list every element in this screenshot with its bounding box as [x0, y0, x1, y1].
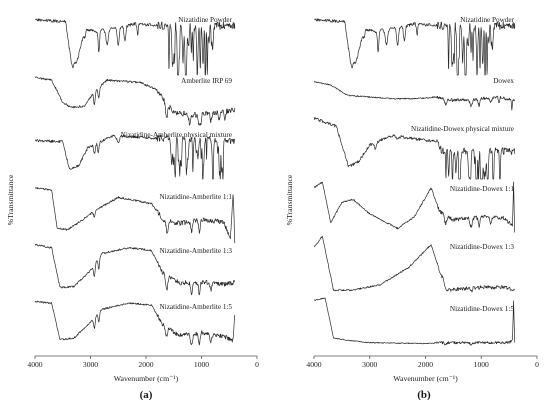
trace-label: Nizatidine-Amberlite 1:1 [160, 193, 233, 201]
spectrum-trace-2 [313, 81, 516, 111]
trace-label: Nizatidine-Dowex 1:5 [450, 305, 514, 313]
trace-label: Nizatidine-Amberlite 1:5 [160, 303, 233, 311]
trace-label: Nizatidine-Dowex 1:3 [450, 243, 514, 251]
panel-b: Nizatidine Powder Dowex Nizatidine-Dowex p… [285, 16, 539, 401]
trace-label: Nizatidine-Amberlite 1:3 [160, 247, 233, 255]
spectrum-trace-2 [34, 76, 236, 126]
spectrum-trace-1 [34, 18, 236, 76]
x-axis-label: Wavenumber (cm⁻¹) [393, 374, 458, 383]
trace-label: Nizatidine Powder [460, 16, 514, 24]
x-tick-label: 1000 [474, 360, 489, 369]
spectrum-trace-4 [34, 187, 236, 244]
panel-a: Nizatidine Powder Amberlite IRP 69 Nizatid… [6, 16, 259, 401]
y-axis-label: %Transmittance [6, 174, 15, 225]
x-axis-label: Wavenumber (cm⁻¹) [114, 374, 179, 383]
y-axis-label: %Transmittance [285, 174, 294, 225]
trace-label: Amberlite IRP 69 [181, 77, 232, 85]
x-tick-label: 2000 [418, 360, 433, 369]
x-tick-label: 3000 [362, 360, 377, 369]
spectrum-trace-1 [313, 18, 516, 76]
trace-label: Nizatidine-Dowex physical mixture [411, 125, 514, 133]
spectrum-trace-5 [34, 243, 235, 296]
panel-label: (a) [140, 389, 153, 401]
trace-label: Dowex [493, 77, 514, 85]
x-tick-label: 4000 [306, 360, 321, 369]
trace-label: Nizatidine-Dowex 1:1 [450, 185, 514, 193]
panel-label: (b) [417, 389, 431, 401]
x-tick-label: 3000 [83, 360, 98, 369]
x-tick-label: 4000 [27, 360, 42, 369]
x-tick-label: 1000 [194, 360, 209, 369]
spectrum-trace-3 [313, 117, 516, 180]
spectrum-trace-6 [34, 300, 236, 346]
spectrum-trace-4 [313, 181, 516, 233]
x-tick-label: 2000 [138, 360, 153, 369]
trace-label: Nizatidine-Amberlite physical mixture [121, 131, 232, 139]
spectrum-trace-5 [313, 235, 515, 293]
trace-label: Nizatidine Powder [178, 16, 232, 24]
spectrum-trace-3 [34, 134, 236, 180]
x-tick-label: 0 [535, 360, 539, 369]
x-tick-label: 0 [255, 360, 259, 369]
spectrum-trace-6 [313, 297, 516, 346]
